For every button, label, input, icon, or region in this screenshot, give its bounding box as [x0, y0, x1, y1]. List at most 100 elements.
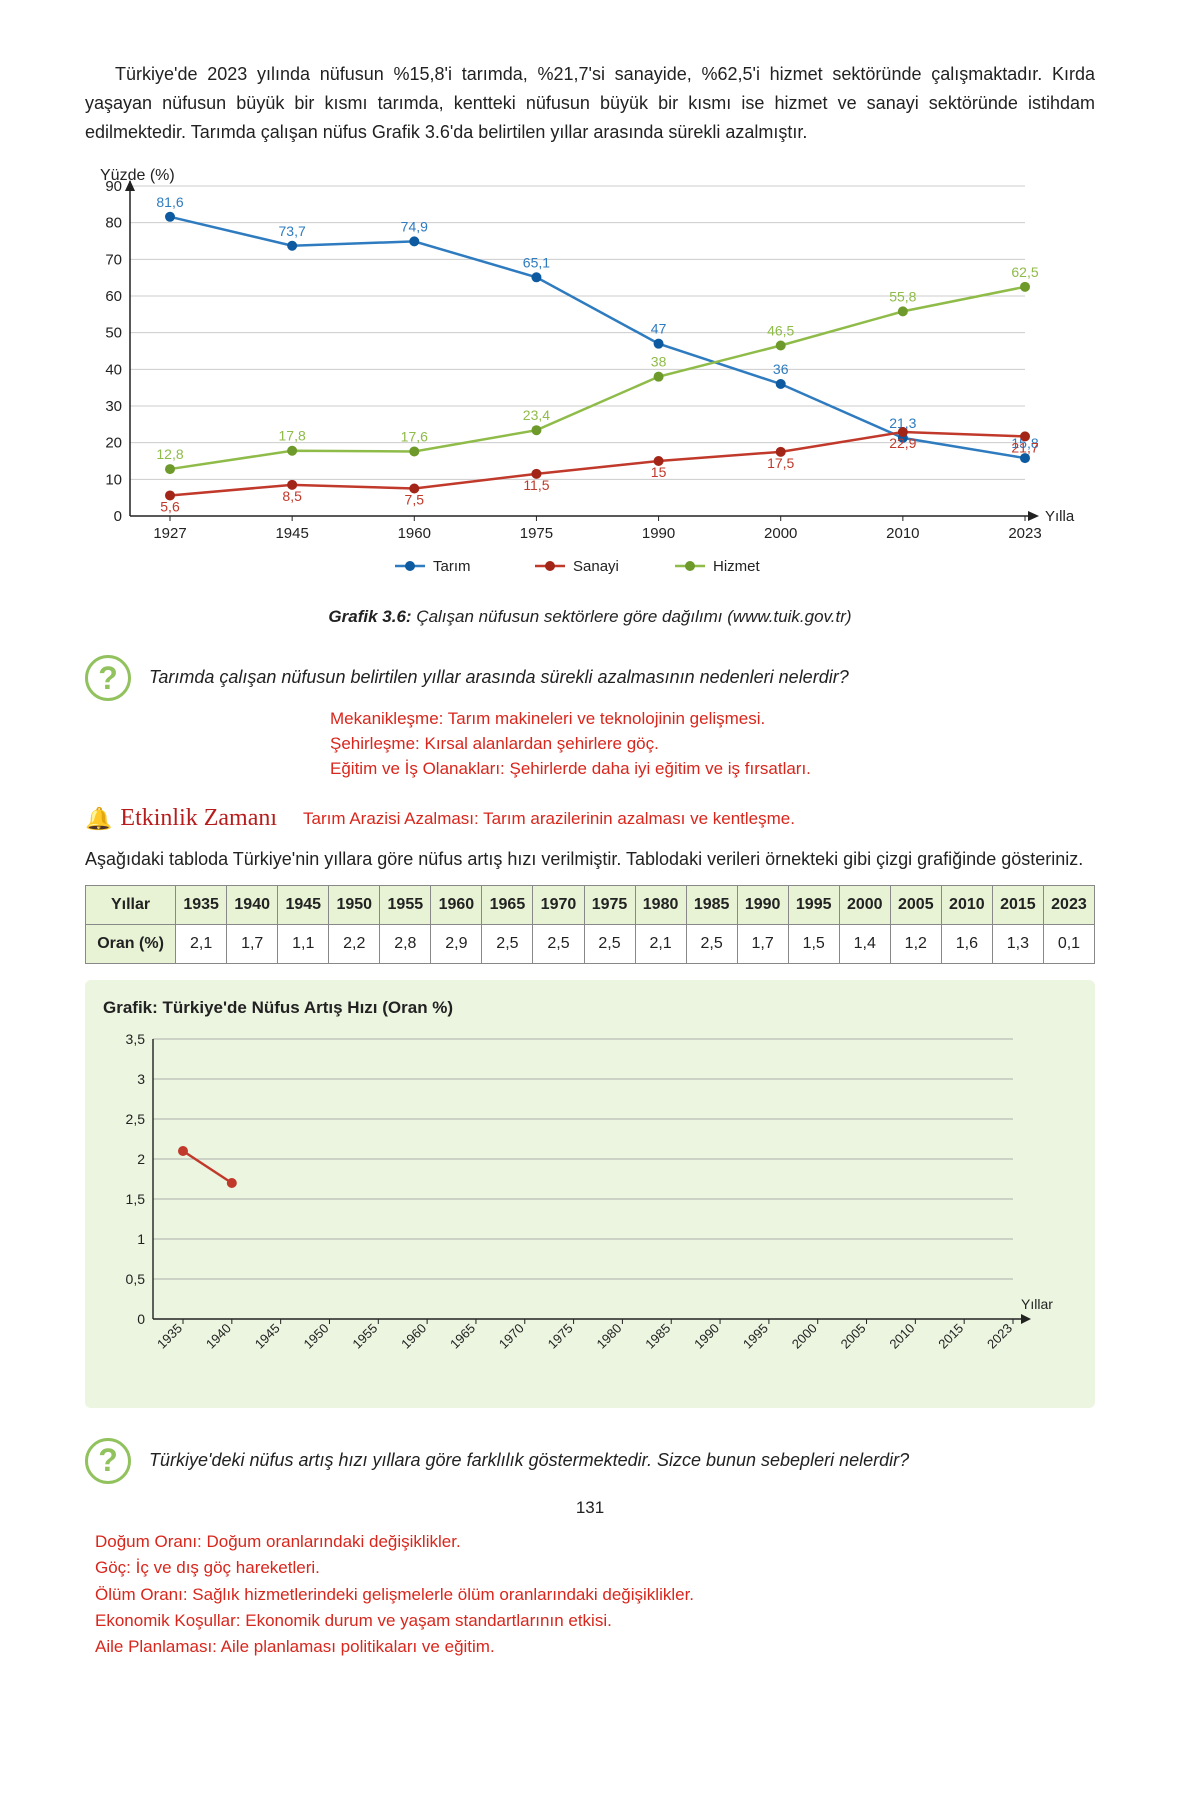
page-number: 131 [85, 1494, 1095, 1521]
svg-text:1990: 1990 [691, 1320, 722, 1351]
year-header: 1995 [788, 886, 839, 925]
svg-text:50: 50 [105, 325, 122, 342]
svg-text:1935: 1935 [154, 1320, 185, 1351]
svg-text:Yıllar: Yıllar [1021, 1296, 1053, 1312]
svg-text:3,5: 3,5 [126, 1031, 146, 1047]
svg-text:Tarım: Tarım [433, 558, 471, 575]
rate-cell: 2,5 [584, 925, 635, 964]
annotation-line: Aile Planlaması: Aile planlaması politik… [95, 1634, 1095, 1660]
rate-cell: 2,5 [482, 925, 533, 964]
svg-text:0: 0 [114, 508, 122, 525]
rate-cell: 2,1 [176, 925, 227, 964]
year-header: 1965 [482, 886, 533, 925]
year-header: 1990 [737, 886, 788, 925]
year-header: 1955 [380, 886, 431, 925]
svg-text:23,4: 23,4 [523, 408, 550, 424]
year-header: 2005 [890, 886, 941, 925]
svg-text:55,8: 55,8 [889, 289, 916, 305]
rate-cell: 1,1 [278, 925, 329, 964]
rate-cell: 2,2 [329, 925, 380, 964]
svg-text:60: 60 [105, 288, 122, 305]
rate-cell: 1,2 [890, 925, 941, 964]
svg-text:62,5: 62,5 [1011, 264, 1038, 280]
chart2-title: Grafik: Türkiye'de Nüfus Artış Hızı (Ora… [103, 998, 453, 1017]
svg-text:1995: 1995 [740, 1320, 771, 1351]
svg-text:1980: 1980 [593, 1320, 624, 1351]
year-header: 2023 [1043, 886, 1094, 925]
svg-text:74,9: 74,9 [401, 219, 428, 235]
svg-text:1960: 1960 [398, 1320, 429, 1351]
svg-text:30: 30 [105, 398, 122, 415]
svg-text:80: 80 [105, 215, 122, 232]
annotation-line: Eğitim ve İş Olanakları: Şehirlerde daha… [330, 757, 1095, 782]
year-header: 1960 [431, 886, 482, 925]
svg-text:11,5: 11,5 [523, 477, 549, 493]
svg-text:38: 38 [651, 354, 667, 370]
rate-cell: 2,5 [533, 925, 584, 964]
year-header: 1970 [533, 886, 584, 925]
annotation-line: Ölüm Oranı: Sağlık hizmetlerindeki geliş… [95, 1582, 1095, 1608]
svg-text:73,7: 73,7 [279, 223, 306, 239]
svg-text:2000: 2000 [789, 1320, 820, 1351]
year-header: 1975 [584, 886, 635, 925]
svg-text:5,6: 5,6 [160, 499, 180, 515]
year-header: 1985 [686, 886, 737, 925]
rate-cell: 2,9 [431, 925, 482, 964]
table-header-years: Yıllar [86, 886, 176, 925]
svg-text:70: 70 [105, 252, 122, 269]
annotation-line: Mekanikleşme: Tarım makineleri ve teknol… [330, 707, 1095, 732]
year-header: 1980 [635, 886, 686, 925]
bell-icon: 🔔 [85, 801, 112, 836]
svg-text:1945: 1945 [275, 525, 308, 542]
rate-cell: 2,5 [686, 925, 737, 964]
svg-text:1985: 1985 [642, 1320, 673, 1351]
intro-paragraph: Türkiye'de 2023 yılında nüfusun %15,8'i … [85, 60, 1095, 146]
svg-text:65,1: 65,1 [523, 255, 550, 271]
svg-text:17,6: 17,6 [401, 429, 428, 445]
svg-text:Sanayi: Sanayi [573, 558, 619, 575]
rate-cell: 1,3 [992, 925, 1043, 964]
year-header: 2010 [941, 886, 992, 925]
svg-text:3: 3 [137, 1071, 145, 1087]
svg-text:15: 15 [651, 464, 667, 480]
rate-cell: 1,6 [941, 925, 992, 964]
svg-text:17,8: 17,8 [279, 428, 306, 444]
svg-text:7,5: 7,5 [405, 492, 425, 508]
svg-text:2005: 2005 [838, 1320, 869, 1351]
svg-text:2: 2 [137, 1151, 145, 1167]
svg-text:2023: 2023 [984, 1320, 1015, 1351]
svg-text:8,5: 8,5 [282, 488, 302, 504]
chart2-panel: Grafik: Türkiye'de Nüfus Artış Hızı (Ora… [85, 980, 1095, 1408]
svg-text:81,6: 81,6 [156, 194, 183, 210]
svg-text:2,5: 2,5 [126, 1111, 146, 1127]
rate-cell: 1,4 [839, 925, 890, 964]
year-header: 1935 [176, 886, 227, 925]
svg-text:2015: 2015 [935, 1320, 966, 1351]
svg-text:21,7: 21,7 [1011, 440, 1038, 456]
chart1-caption-bold: Grafik 3.6: [328, 607, 411, 626]
chart1-caption: Grafik 3.6: Çalışan nüfusun sektörlere g… [85, 603, 1095, 630]
svg-text:1965: 1965 [447, 1320, 478, 1351]
annotation-line: Şehirleşme: Kırsal alanlardan şehirlere … [330, 732, 1095, 757]
question-icon: ? [85, 655, 131, 701]
rate-cell: 2,1 [635, 925, 686, 964]
year-header: 2000 [839, 886, 890, 925]
svg-text:12,8: 12,8 [156, 446, 183, 462]
svg-text:17,5: 17,5 [767, 455, 794, 471]
year-header: 1945 [278, 886, 329, 925]
svg-text:1975: 1975 [545, 1320, 576, 1351]
svg-text:0,5: 0,5 [126, 1271, 146, 1287]
svg-text:22,9: 22,9 [889, 435, 916, 451]
annotation-line: Ekonomik Koşullar: Ekonomik durum ve yaş… [95, 1608, 1095, 1634]
question1-block: ? Tarımda çalışan nüfusun belirtilen yıl… [85, 655, 1095, 701]
annotation-line: Göç: İç ve dış göç hareketleri. [95, 1555, 1095, 1581]
svg-text:2000: 2000 [764, 525, 797, 542]
svg-text:1970: 1970 [496, 1320, 527, 1351]
rate-cell: 0,1 [1043, 925, 1094, 964]
svg-text:2010: 2010 [886, 525, 919, 542]
table-header-rate: Oran (%) [86, 925, 176, 964]
svg-text:20: 20 [105, 435, 122, 452]
annotation-line: Doğum Oranı: Doğum oranlarındaki değişik… [95, 1529, 1095, 1555]
year-header: 2015 [992, 886, 1043, 925]
svg-text:1: 1 [137, 1231, 145, 1247]
